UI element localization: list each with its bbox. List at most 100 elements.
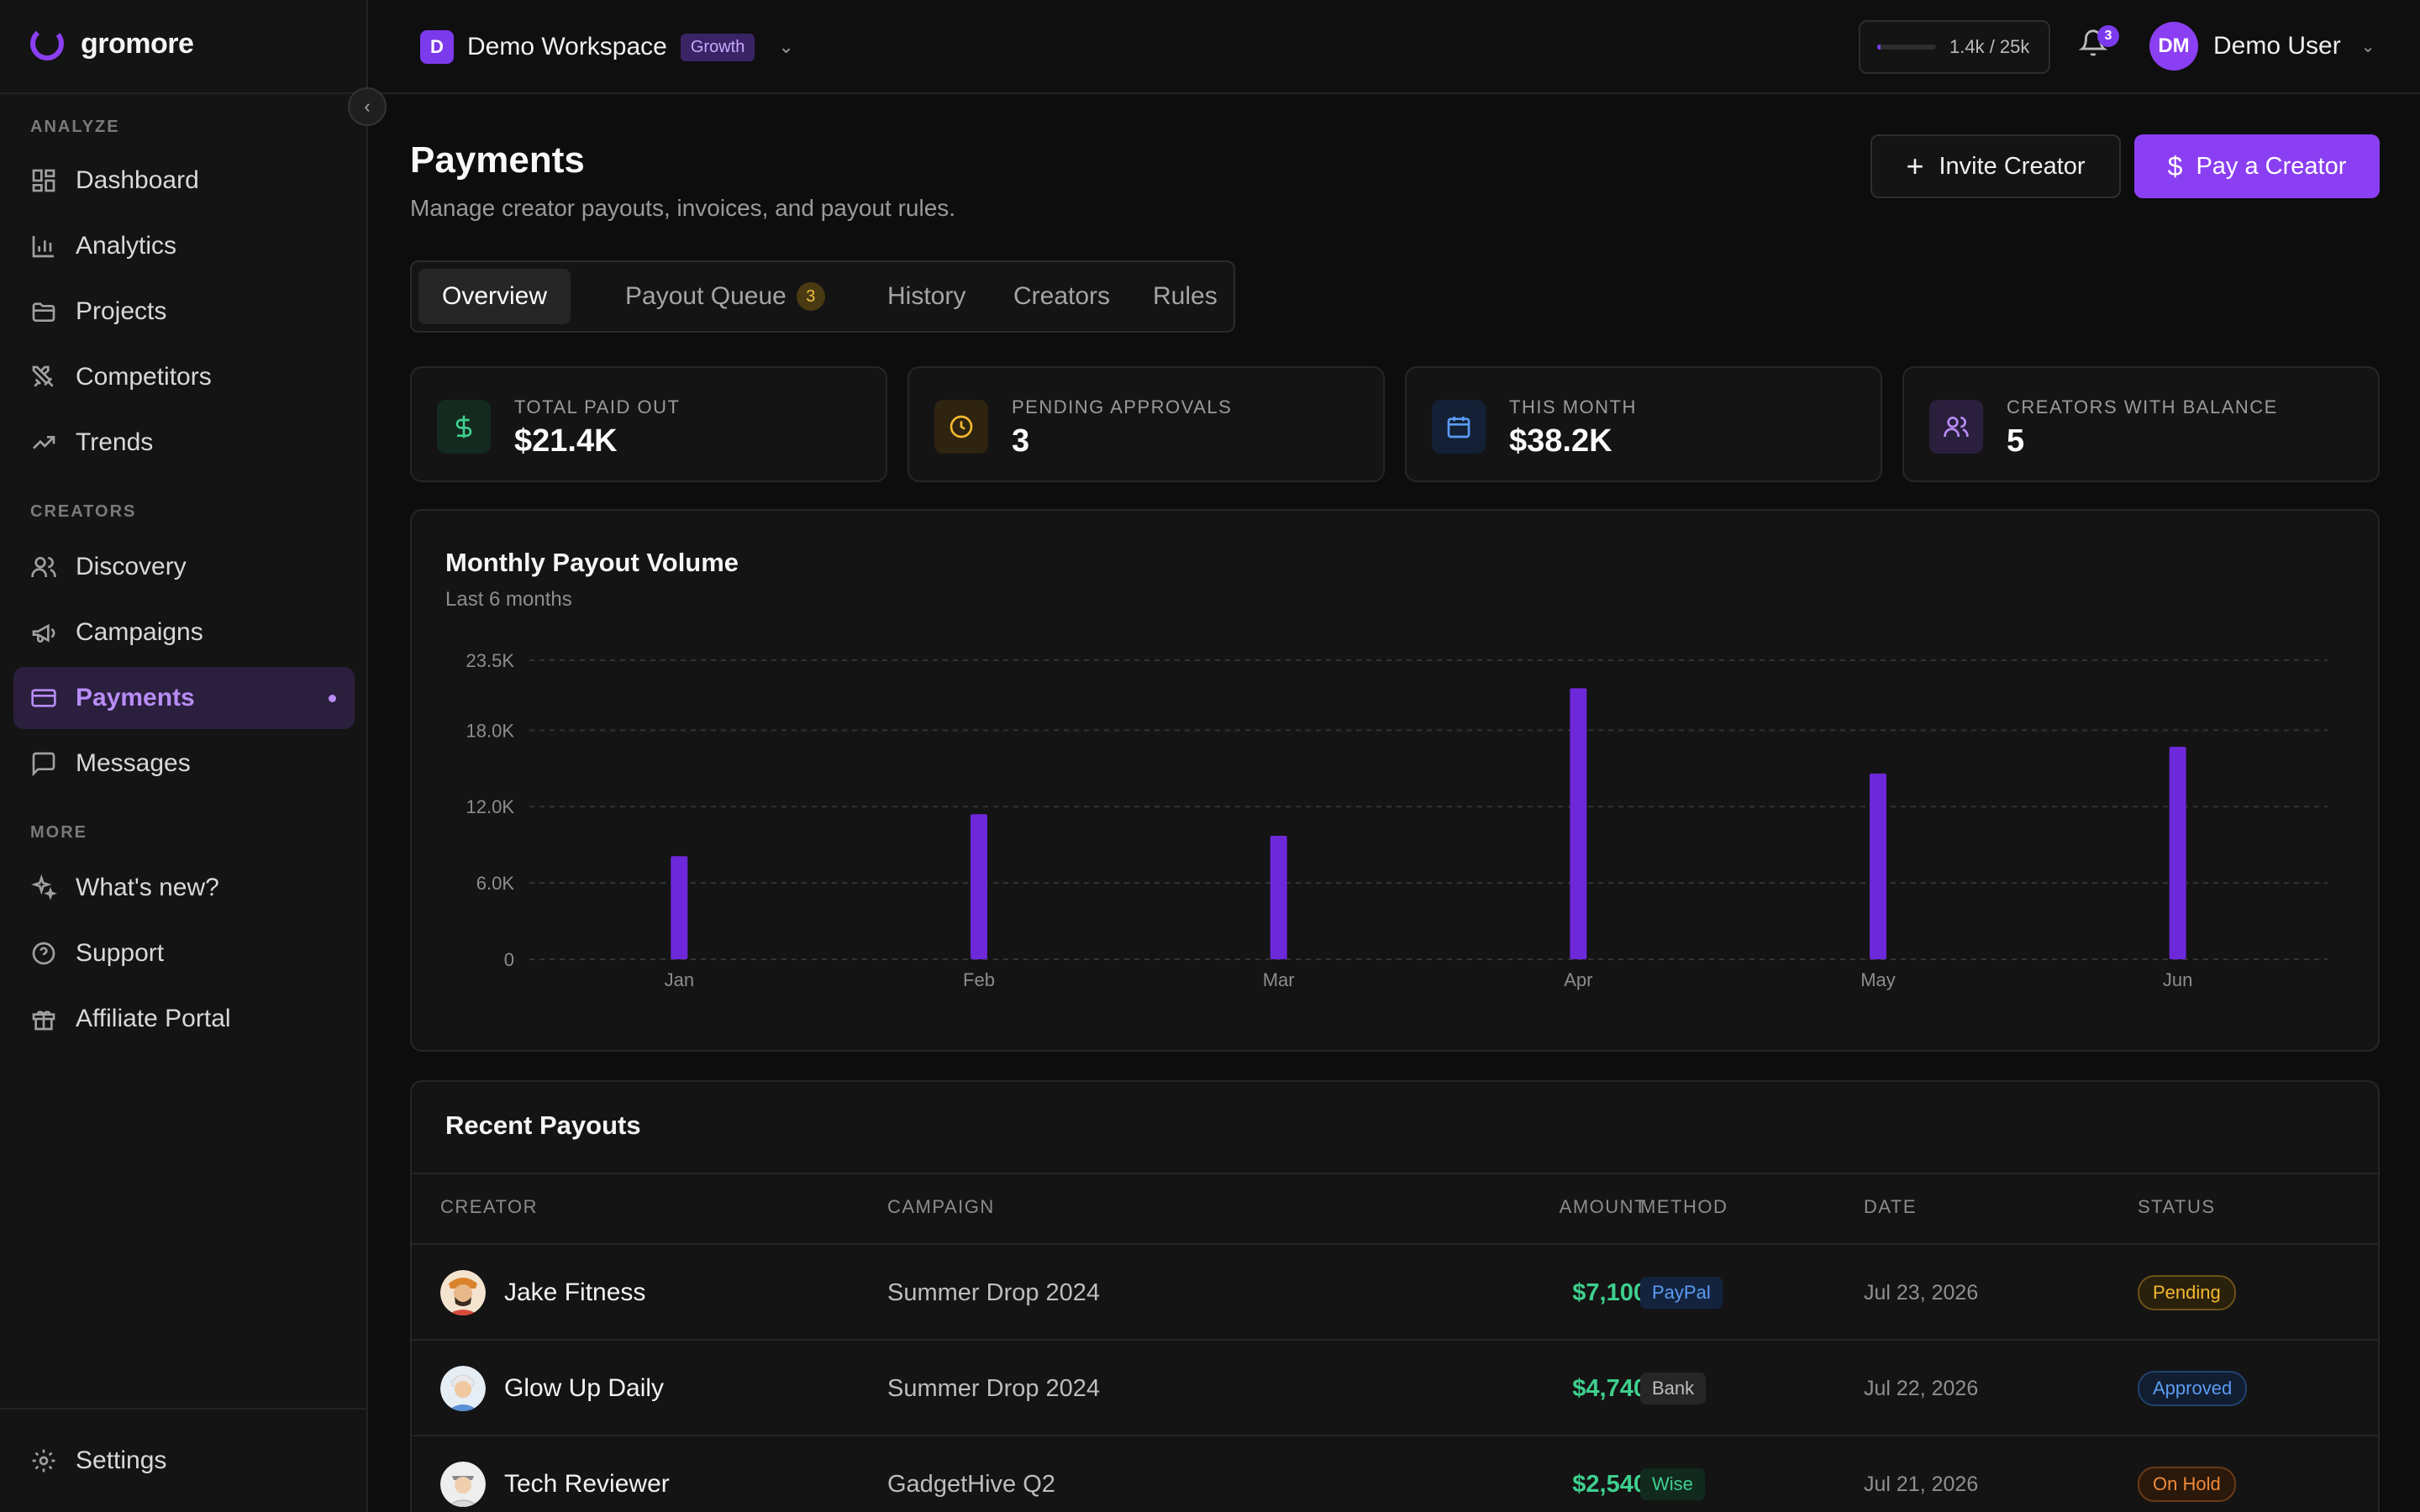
sidebar-item-whats-new[interactable]: What's new?: [13, 857, 355, 919]
table-row[interactable]: Tech Reviewer GadgetHive Q2 $2,540 Wise …: [412, 1436, 2378, 1512]
usage-text: 1.4k / 25k: [1949, 36, 2030, 57]
user-menu[interactable]: DM Demo User ⌄: [2149, 22, 2375, 71]
active-indicator-dot: [329, 694, 336, 702]
column-header-date[interactable]: DATE: [1864, 1196, 1918, 1217]
sidebar-item-payments[interactable]: Payments: [13, 667, 355, 729]
section-label-creators: CREATORS: [30, 502, 137, 521]
y-tick-label: 0: [504, 949, 514, 970]
stat-value: 3: [1012, 423, 1030, 459]
table-title: Recent Payouts: [445, 1110, 641, 1140]
chevron-down-icon: ⌄: [778, 36, 794, 57]
status-badge: On Hold: [2138, 1467, 2236, 1502]
brand[interactable]: gromore: [29, 25, 194, 62]
x-tick-label: Jun: [2163, 969, 2192, 990]
sidebar-item-affiliate-portal[interactable]: Affiliate Portal: [13, 988, 355, 1050]
column-header-status[interactable]: STATUS: [2138, 1196, 2216, 1217]
tab-overview[interactable]: Overview: [418, 269, 571, 324]
sidebar-item-label: Projects: [76, 297, 167, 325]
calendar-icon: [1447, 417, 1470, 438]
gift-icon: [32, 1011, 55, 1031]
chevron-left-icon: ‹: [364, 96, 371, 117]
tab-label: Rules: [1153, 282, 1218, 310]
sidebar-item-messages[interactable]: Messages: [13, 732, 355, 795]
stat-card-this-month: THIS MONTH $38.2K: [1405, 366, 1882, 482]
table-divider: [412, 1339, 2378, 1341]
tab-payout-queue[interactable]: Payout Queue 3: [602, 269, 849, 324]
method-badge: Wise: [1640, 1468, 1705, 1500]
sidebar-item-trends[interactable]: Trends: [13, 412, 355, 474]
sidebar-item-competitors[interactable]: Competitors: [13, 346, 355, 408]
tab-bar: Overview Payout Queue 3 History Creators…: [410, 260, 1235, 333]
creator-name: Glow Up Daily: [504, 1374, 665, 1402]
topbar: D Demo Workspace Growth ⌄ 1.4k / 25k 3 D…: [370, 0, 2420, 94]
table-divider: [412, 1435, 2378, 1436]
tab-label: Overview: [442, 282, 548, 310]
usage-meter[interactable]: 1.4k / 25k: [1859, 20, 2050, 74]
notifications-button[interactable]: 3: [2078, 25, 2119, 66]
status-cell: Approved: [2138, 1341, 2248, 1436]
pay-creator-button[interactable]: $ Pay a Creator: [2134, 134, 2380, 198]
chevron-down-icon: ⌄: [2360, 37, 2375, 56]
grid-icon: [32, 169, 55, 192]
tab-creators[interactable]: Creators: [990, 269, 1134, 324]
tab-rules[interactable]: Rules: [1129, 269, 1241, 324]
campaign-cell: Summer Drop 2024: [887, 1278, 1101, 1306]
credit-card-icon: [31, 689, 56, 707]
tab-history[interactable]: History: [864, 269, 989, 324]
sidebar-divider: [0, 1408, 368, 1410]
sidebar-item-dashboard[interactable]: Dashboard: [13, 150, 355, 212]
chart-bar-feb: [971, 814, 987, 959]
x-tick-label: Mar: [1263, 969, 1295, 990]
workspace-switcher[interactable]: D Demo Workspace Growth ⌄: [420, 30, 794, 64]
sidebar-item-label: Affiliate Portal: [76, 1005, 231, 1032]
payout-queue-count-badge: 3: [796, 282, 825, 311]
creator-name: Jake Fitness: [504, 1278, 646, 1306]
method-badge: Bank: [1640, 1373, 1707, 1404]
page-subtitle: Manage creator payouts, invoices, and pa…: [410, 195, 956, 221]
creator-cell: Glow Up Daily: [440, 1341, 664, 1436]
plan-badge: Growth: [680, 33, 755, 61]
sidebar-item-discovery[interactable]: Discovery: [13, 536, 355, 598]
x-tick-label: May: [1860, 969, 1896, 990]
column-header-amount[interactable]: AMOUNT: [1559, 1196, 1647, 1217]
tab-label: Payout Queue: [625, 282, 786, 310]
method-cell: Wise: [1640, 1436, 1705, 1512]
sidebar-item-label: Messages: [76, 749, 191, 777]
date-cell: Jul 23, 2026: [1864, 1280, 1979, 1305]
stat-card-pending-approvals: PENDING APPROVALS 3: [908, 366, 1385, 482]
avatar: DM: [2149, 22, 2198, 71]
sidebar-item-settings[interactable]: Settings: [13, 1430, 355, 1492]
stat-value: $38.2K: [1509, 423, 1612, 459]
users-icon: [31, 557, 56, 577]
invite-creator-label: Invite Creator: [1939, 152, 2086, 180]
amount-cell: $7,100: [1572, 1278, 1647, 1306]
table-row[interactable]: Jake Fitness Summer Drop 2024 $7,100 Pay…: [412, 1245, 2378, 1341]
chart-bar-may: [1870, 773, 1886, 959]
gear-icon: [32, 1449, 55, 1473]
sidebar-item-label: Campaigns: [76, 618, 203, 646]
table-row[interactable]: Glow Up Daily Summer Drop 2024 $4,740 Ba…: [412, 1341, 2378, 1436]
invite-creator-button[interactable]: + Invite Creator: [1870, 134, 2121, 198]
status-badge: Pending: [2138, 1275, 2236, 1310]
sidebar-item-support[interactable]: Support: [13, 922, 355, 984]
chart-subtitle: Last 6 months: [445, 588, 572, 611]
sidebar-item-analytics[interactable]: Analytics: [13, 215, 355, 277]
y-tick-label: 18.0K: [466, 720, 515, 741]
x-tick-label: Apr: [1564, 969, 1592, 990]
status-cell: On Hold: [2138, 1436, 2236, 1512]
section-label-analyze: ANALYZE: [30, 118, 120, 136]
sidebar-item-campaigns[interactable]: Campaigns: [13, 601, 355, 664]
collapse-sidebar-button[interactable]: ‹: [348, 87, 387, 126]
sidebar-item-label: Competitors: [76, 363, 212, 391]
sidebar-item-projects[interactable]: Projects: [13, 281, 355, 343]
sidebar-item-label: Payments: [76, 684, 195, 711]
column-header-campaign[interactable]: CAMPAIGN: [887, 1196, 995, 1217]
column-header-method[interactable]: METHOD: [1640, 1196, 1728, 1217]
page-title: Payments: [410, 139, 585, 181]
status-cell: Pending: [2138, 1245, 2236, 1341]
stat-value: 5: [2007, 423, 2025, 459]
column-header-creator[interactable]: CREATOR: [440, 1196, 539, 1217]
amount-cell: $4,740: [1572, 1374, 1647, 1402]
workspace-avatar: D: [420, 30, 454, 64]
avatar: [440, 1462, 486, 1507]
